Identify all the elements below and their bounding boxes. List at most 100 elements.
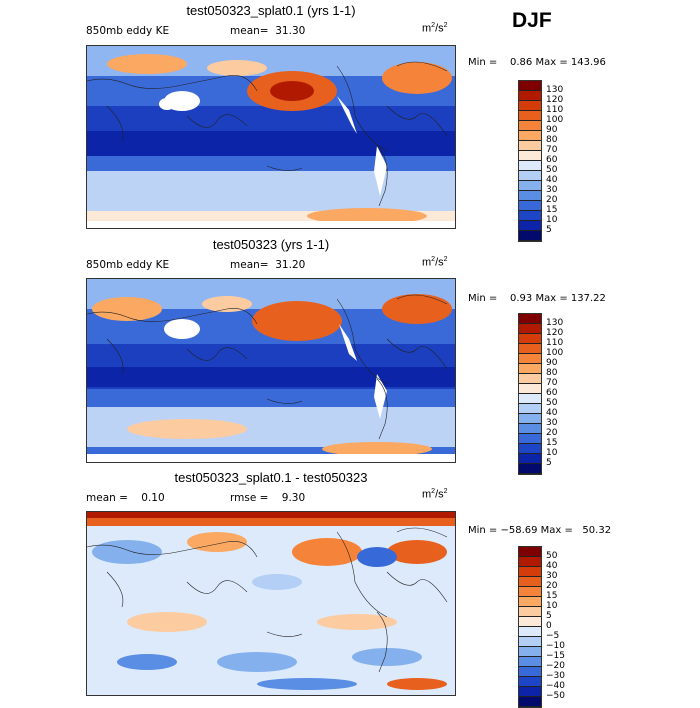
colorbar-tick-label: 50 [546, 398, 558, 408]
colorbar-swatch [519, 577, 541, 587]
panel-3-rmse-label: rmse = 9.30 [230, 492, 306, 504]
colorbar-swatch [519, 687, 541, 697]
colorbar-swatch [519, 171, 541, 181]
colorbar-tick-label: 30 [546, 571, 558, 581]
colorbar-tick-label: 80 [546, 135, 558, 145]
colorbar-tick-label: 100 [546, 348, 564, 358]
panel-3-title: test050323_splat0.1 - test050323 [174, 470, 368, 485]
colorbar-tick-label: 130 [546, 318, 564, 328]
colorbar-swatch [519, 464, 541, 474]
panel-1-title: test050323_splat0.1 (yrs 1-1) [186, 3, 356, 18]
colorbar-tick-label: 30 [546, 418, 558, 428]
colorbar-swatch [519, 627, 541, 637]
panel-3-minmax: Min = −58.69 Max = 50.32 [468, 525, 612, 536]
panel-1-units: m2/s2 [422, 22, 448, 35]
colorbar-tick-label: −5 [546, 631, 560, 641]
colorbar-tick-label: 120 [546, 328, 564, 338]
panel-3-colorbar-labels: 50 40 30 20 15 10 5 0 −5 −10 −15 −20 −30 −40 −50 [546, 546, 565, 701]
panel-3-units: m2/s2 [422, 488, 448, 501]
colorbar-swatch [519, 101, 541, 111]
colorbar-tick-label: 120 [546, 95, 564, 105]
panel-3-map [86, 511, 456, 696]
colorbar-swatch [519, 334, 541, 344]
panel-3-map-svg [87, 512, 455, 695]
panel-2-colorbar-labels: 130 120 110 100 90 80 70 60 50 40 30 20 15 10 5 [546, 313, 564, 468]
colorbar-swatch [519, 587, 541, 597]
colorbar-tick-label: 70 [546, 145, 558, 155]
colorbar-tick-label: 90 [546, 358, 558, 368]
panel-2-variable-label: 850mb eddy KE [86, 259, 170, 271]
colorbar-tick-label: 60 [546, 388, 558, 398]
colorbar-swatch [519, 677, 541, 687]
panel-2-mean-label: mean= 31.20 [230, 259, 306, 271]
colorbar-tick-label: 80 [546, 368, 558, 378]
colorbar-swatch [519, 414, 541, 424]
colorbar-swatch [519, 364, 541, 374]
panel-1-map [86, 45, 456, 229]
colorbar-swatch [519, 231, 541, 241]
colorbar-swatch [519, 454, 541, 464]
colorbar-swatch [519, 567, 541, 577]
colorbar-tick-label: 70 [546, 378, 558, 388]
colorbar-tick-label: −10 [546, 641, 565, 651]
colorbar-swatch [519, 557, 541, 567]
colorbar-tick-label: 30 [546, 185, 558, 195]
colorbar-swatch [519, 151, 541, 161]
colorbar-swatch [519, 657, 541, 667]
colorbar-tick-label: −30 [546, 671, 565, 681]
colorbar-swatch [519, 111, 541, 121]
colorbar-swatch [519, 384, 541, 394]
colorbar-swatch [519, 131, 541, 141]
colorbar-swatch [519, 394, 541, 404]
colorbar-swatch [519, 424, 541, 434]
colorbar-swatch [519, 374, 541, 384]
colorbar-swatch [519, 181, 541, 191]
colorbar-swatch [519, 404, 541, 414]
colorbar-tick-label: 5 [546, 611, 552, 621]
panel-2-title: test050323 (yrs 1-1) [212, 237, 330, 252]
colorbar-tick-label: 60 [546, 155, 558, 165]
colorbar-swatch [519, 161, 541, 171]
colorbar-tick-label: 20 [546, 428, 558, 438]
colorbar-swatch [519, 344, 541, 354]
season-label: DJF [512, 9, 552, 32]
colorbar-swatch [519, 607, 541, 617]
colorbar-tick-label: 10 [546, 215, 558, 225]
colorbar-tick-label: 40 [546, 175, 558, 185]
panel-1-map-svg [87, 46, 455, 228]
colorbar-swatch [519, 667, 541, 677]
colorbar-tick-label: 50 [546, 551, 558, 561]
colorbar-swatch [519, 314, 541, 324]
colorbar-swatch [519, 81, 541, 91]
colorbar-tick-label: 130 [546, 85, 564, 95]
colorbar-swatch [519, 221, 541, 231]
colorbar-tick-label: −40 [546, 681, 565, 691]
colorbar-tick-label: 5 [546, 458, 552, 468]
colorbar-tick-label: 15 [546, 591, 558, 601]
colorbar-swatch [519, 91, 541, 101]
colorbar-swatch [519, 324, 541, 334]
colorbar-swatch [519, 637, 541, 647]
panel-1-colorbar [518, 80, 542, 242]
panel-2-minmax: Min = 0.93 Max = 137.22 [468, 293, 606, 304]
colorbar-tick-label: 20 [546, 581, 558, 591]
panel-1-colorbar-labels: 130 120 110 100 90 80 70 60 50 40 30 20 15 10 5 [546, 80, 564, 235]
colorbar-swatch [519, 597, 541, 607]
colorbar-tick-label: 50 [546, 165, 558, 175]
colorbar-tick-label: 15 [546, 438, 558, 448]
colorbar-swatch [519, 444, 541, 454]
colorbar-swatch [519, 201, 541, 211]
colorbar-swatch [519, 547, 541, 557]
colorbar-swatch [519, 434, 541, 444]
colorbar-tick-label: 0 [546, 621, 552, 631]
colorbar-swatch [519, 141, 541, 151]
colorbar-swatch [519, 647, 541, 657]
colorbar-swatch [519, 211, 541, 221]
colorbar-tick-label: 90 [546, 125, 558, 135]
colorbar-swatch [519, 354, 541, 364]
panel-2-map [86, 278, 456, 463]
panel-1-minmax: Min = 0.86 Max = 143.96 [468, 57, 606, 68]
colorbar-tick-label: 20 [546, 195, 558, 205]
colorbar-tick-label: 10 [546, 601, 558, 611]
panel-2-units: m2/s2 [422, 256, 448, 269]
